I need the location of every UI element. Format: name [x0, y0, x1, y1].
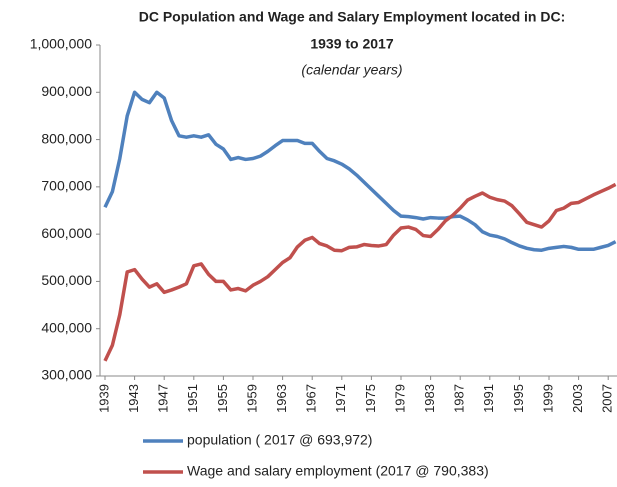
x-tick-label: 1955 — [215, 384, 230, 413]
x-tick-label: 1991 — [481, 384, 496, 413]
x-tick-label: 1983 — [422, 384, 437, 413]
legend-label: population ( 2017 @ 693,972) — [187, 432, 372, 448]
x-tick-label: 1975 — [363, 384, 378, 413]
x-tick-label: 1971 — [333, 384, 348, 413]
x-tick-label: 1939 — [96, 384, 111, 413]
y-tick-label: 800,000 — [41, 130, 92, 146]
y-tick-label: 1,000,000 — [30, 36, 92, 52]
y-tick-label: 400,000 — [41, 319, 92, 335]
x-tick-label: 2007 — [600, 384, 615, 413]
y-tick-label: 700,000 — [41, 178, 92, 194]
x-tick-label: 1987 — [452, 384, 467, 413]
chart-subtitle: 1939 to 2017 — [310, 36, 393, 52]
y-tick-label: 900,000 — [41, 83, 92, 99]
x-tick-label: 1947 — [156, 384, 171, 413]
x-tick-label: 1959 — [244, 384, 259, 413]
x-tick-label: 1995 — [511, 384, 526, 413]
y-tick-label: 600,000 — [41, 225, 92, 241]
chart-title: DC Population and Wage and Salary Employ… — [139, 9, 566, 25]
legend-label: Wage and salary employment (2017 @ 790,3… — [187, 463, 489, 479]
y-tick-label: 300,000 — [41, 367, 92, 383]
x-tick-label: 1999 — [540, 384, 555, 413]
x-tick-label: 1967 — [304, 384, 319, 413]
x-tick-label: 1943 — [126, 384, 141, 413]
y-tick-label: 500,000 — [41, 272, 92, 288]
x-tick-label: 1963 — [274, 384, 289, 413]
x-tick-label: 1951 — [185, 384, 200, 413]
line-series — [103, 182, 617, 362]
x-tick-label: 1979 — [392, 384, 407, 413]
line-series — [103, 90, 617, 252]
chart-note: (calendar years) — [301, 62, 402, 78]
x-tick-label: 2003 — [570, 384, 585, 413]
